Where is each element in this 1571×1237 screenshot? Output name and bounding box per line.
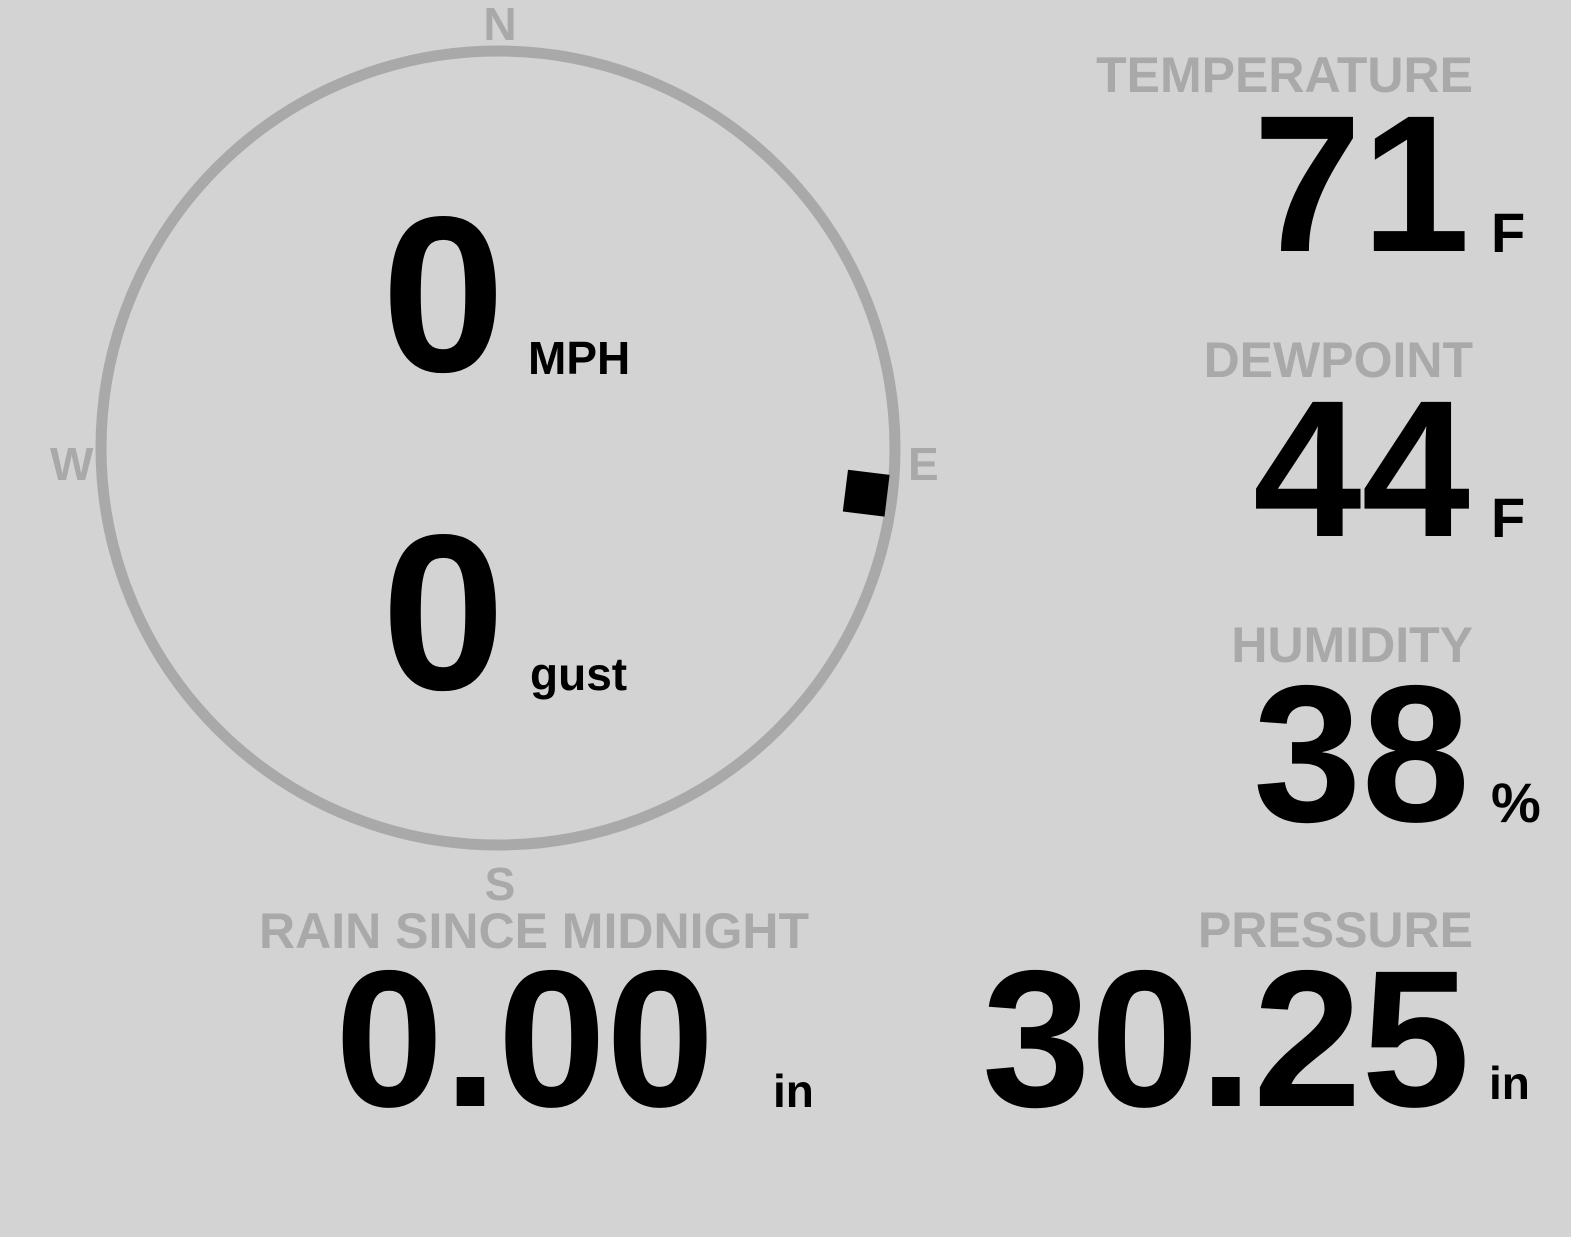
humidity-value: 38 — [1253, 645, 1470, 863]
temperature-label: TEMPERATURE — [1096, 47, 1473, 103]
humidity-label: HUMIDITY — [1231, 617, 1473, 673]
dewpoint-label: DEWPOINT — [1203, 332, 1473, 388]
wind-speed-unit: MPH — [528, 332, 631, 384]
compass-ring — [95, 45, 901, 851]
rain-value: 0.00 — [335, 930, 715, 1148]
compass-south: S — [484, 858, 516, 910]
wind-direction-marker — [842, 469, 890, 517]
pressure-value: 30.25 — [982, 930, 1470, 1148]
dewpoint-unit: F — [1491, 486, 1526, 549]
compass-west: W — [50, 438, 94, 490]
compass-east: E — [908, 438, 939, 490]
pressure-unit: in — [1489, 1057, 1530, 1109]
temperature-unit: F — [1491, 201, 1526, 264]
pressure-label: PRESSURE — [1197, 902, 1473, 958]
rain-label: RAIN SINCE MIDNIGHT — [259, 903, 809, 959]
rain-unit: in — [773, 1065, 814, 1117]
compass-north: N — [483, 0, 517, 50]
wind-speed-value: 0 — [381, 171, 505, 419]
temperature-value: 71 — [1253, 75, 1470, 293]
wind-gust-value: 0 — [381, 489, 505, 737]
humidity-unit: % — [1491, 771, 1541, 834]
wind-gust-label: gust — [530, 648, 628, 700]
dewpoint-value: 44 — [1253, 360, 1470, 578]
